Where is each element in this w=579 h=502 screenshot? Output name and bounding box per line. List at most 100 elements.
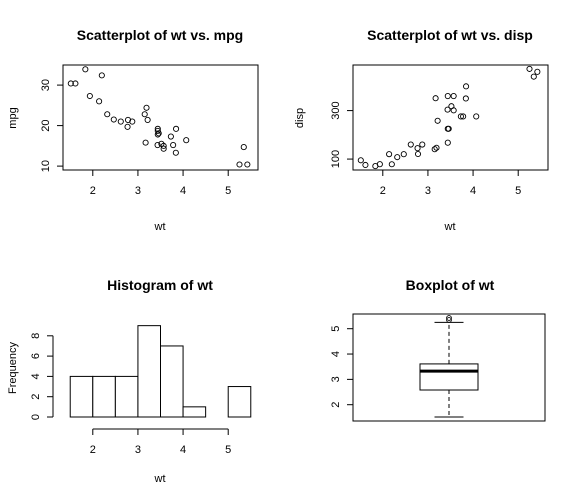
scatter-point bbox=[394, 154, 401, 161]
scatter-point bbox=[72, 80, 79, 87]
boxplot-panel: Boxplot of wt 2 3 4 5 bbox=[330, 277, 546, 422]
scatter-point bbox=[450, 92, 457, 100]
scatter-point bbox=[82, 66, 89, 73]
scatter-point bbox=[386, 151, 393, 158]
scatter-point bbox=[141, 111, 148, 118]
scatter-point bbox=[160, 145, 167, 152]
x-tick-label: 3 bbox=[135, 185, 141, 197]
scatter-mpg-points bbox=[67, 66, 251, 168]
scatter-disp-title: Scatterplot of wt vs. disp bbox=[367, 27, 533, 43]
scatter-disp-plot-box bbox=[352, 64, 549, 171]
scatter-point bbox=[407, 141, 414, 148]
x-tick-label: 2 bbox=[90, 444, 96, 456]
scatter-point bbox=[67, 80, 74, 87]
scatter-point bbox=[431, 146, 438, 153]
scatter-point bbox=[444, 139, 451, 146]
scatter-point bbox=[154, 141, 161, 149]
x-tick-label: 5 bbox=[225, 444, 231, 456]
scatter-point bbox=[445, 125, 452, 132]
scatter-disp-ylabel: disp bbox=[294, 108, 306, 128]
x-tick-label: 3 bbox=[425, 185, 431, 197]
y-tick-label: 0 bbox=[30, 414, 42, 420]
histogram-x-axis: 2 3 4 5 bbox=[90, 428, 231, 456]
scatter-point bbox=[473, 113, 480, 120]
scatter-mpg-plot-box bbox=[62, 64, 259, 171]
histogram-ylabel: Frequency bbox=[7, 342, 19, 394]
scatter-point bbox=[144, 116, 151, 123]
scatter-point bbox=[244, 161, 251, 168]
y-tick-label: 4 bbox=[30, 373, 42, 379]
scatter-point bbox=[154, 131, 161, 138]
scatter-point bbox=[534, 68, 541, 75]
scatter-point bbox=[172, 149, 179, 156]
histogram-title: Histogram of wt bbox=[107, 277, 213, 293]
scatter-point bbox=[419, 141, 426, 148]
scatter-point bbox=[86, 92, 93, 100]
scatter-point bbox=[376, 161, 383, 168]
histogram-y-axis: 0 2 4 6 8 bbox=[30, 333, 54, 420]
scatter-mpg-panel: Scatterplot of wt vs. mpg 2 3 4 5 10 20 30 wt… bbox=[7, 27, 259, 233]
scatter-point bbox=[526, 65, 533, 72]
scatter-point bbox=[414, 145, 421, 152]
scatter-mpg-xlabel: wt bbox=[154, 221, 166, 233]
outlier-point bbox=[446, 315, 452, 321]
scatter-point bbox=[388, 161, 395, 168]
histogram-bar bbox=[227, 386, 252, 418]
scatter-mpg-x-axis: 2 3 4 5 bbox=[90, 169, 231, 197]
y-tick-label: 4 bbox=[330, 351, 342, 357]
scatter-point bbox=[357, 157, 364, 164]
scatter-point bbox=[96, 98, 103, 105]
scatter-point bbox=[143, 104, 150, 111]
y-tick-label: 100 bbox=[330, 150, 342, 168]
y-tick-label: 10 bbox=[40, 160, 52, 172]
scatter-mpg-title: Scatterplot of wt vs. mpg bbox=[77, 27, 243, 43]
scatter-point bbox=[167, 133, 174, 140]
x-tick-label: 3 bbox=[135, 444, 141, 456]
scatter-point bbox=[434, 117, 441, 124]
scatter-point bbox=[98, 72, 105, 79]
scatter-point bbox=[173, 125, 180, 132]
scatter-point bbox=[463, 83, 470, 90]
y-tick-label: 2 bbox=[30, 394, 42, 400]
histogram-bar bbox=[69, 375, 94, 418]
scatter-point bbox=[170, 141, 177, 149]
scatter-disp-x-axis: 2 3 4 5 bbox=[380, 169, 521, 197]
scatter-point bbox=[117, 118, 124, 125]
scatter-point bbox=[444, 92, 451, 100]
outlier-point bbox=[446, 317, 452, 323]
histogram-panel: Histogram of wt 2 3 4 5 0 2 4 6 8 wt Frequency bbox=[7, 277, 252, 485]
histogram-bar bbox=[160, 345, 184, 418]
y-tick-label: 5 bbox=[330, 326, 342, 332]
boxplot-y-axis: 2 3 4 5 bbox=[330, 326, 354, 408]
y-tick-label: 20 bbox=[40, 119, 52, 131]
scatter-disp-panel: Scatterplot of wt vs. disp 2 3 4 5 100 300 w… bbox=[294, 27, 549, 233]
histogram-bar bbox=[92, 375, 116, 418]
y-tick-label: 6 bbox=[30, 353, 42, 359]
scatter-point bbox=[432, 95, 439, 102]
y-tick-label: 3 bbox=[330, 376, 342, 382]
scatter-disp-y-axis: 100 300 bbox=[330, 101, 354, 168]
boxplot-title: Boxplot of wt bbox=[406, 277, 495, 293]
x-tick-label: 5 bbox=[225, 185, 231, 197]
x-tick-label: 5 bbox=[515, 185, 521, 197]
scatter-point bbox=[457, 113, 464, 120]
scatter-disp-points bbox=[357, 65, 541, 170]
histogram-bars bbox=[69, 325, 252, 418]
scatter-point bbox=[236, 161, 243, 168]
scatter-point bbox=[400, 151, 407, 158]
y-tick-label: 300 bbox=[330, 101, 342, 119]
scatter-point bbox=[110, 116, 117, 123]
histogram-bar bbox=[182, 406, 207, 418]
x-tick-label: 2 bbox=[380, 185, 386, 197]
scatter-mpg-y-axis: 10 20 30 bbox=[40, 79, 64, 172]
scatter-disp-xlabel: wt bbox=[444, 221, 456, 233]
scatter-point bbox=[462, 95, 469, 102]
scatter-mpg-ylabel: mpg bbox=[7, 107, 19, 128]
scatter-point bbox=[414, 150, 422, 158]
y-tick-label: 8 bbox=[30, 333, 42, 339]
x-tick-label: 2 bbox=[90, 185, 96, 197]
scatter-point bbox=[450, 107, 457, 114]
histogram-xlabel: wt bbox=[154, 473, 166, 485]
scatter-point bbox=[129, 118, 136, 125]
